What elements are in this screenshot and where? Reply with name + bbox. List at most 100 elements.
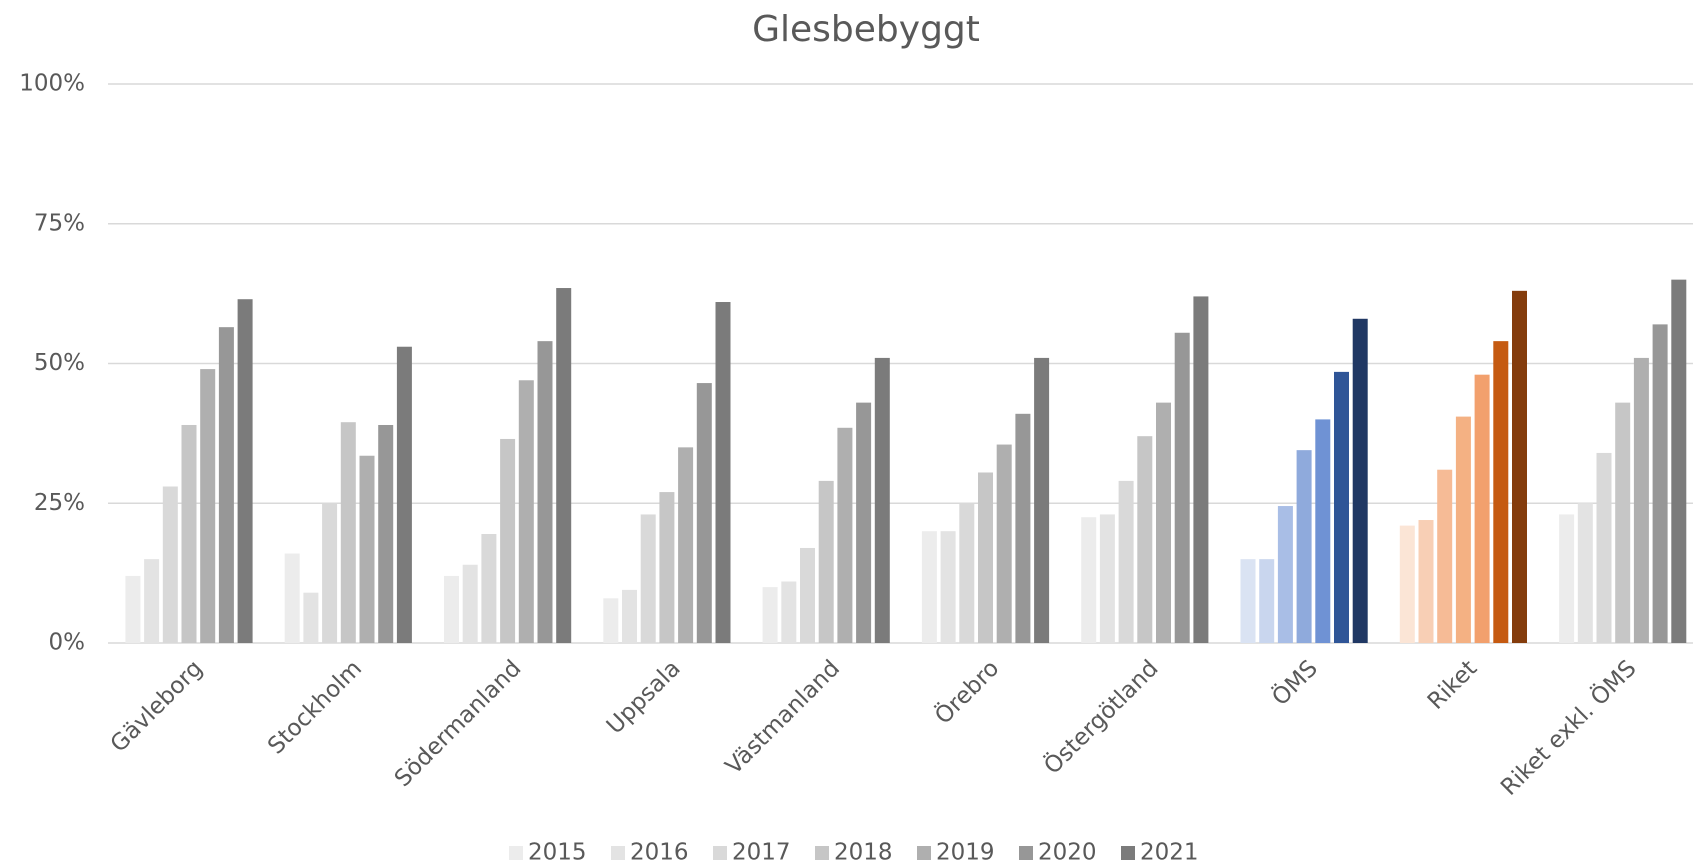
bar — [1193, 296, 1209, 643]
legend-label: 2021 — [1140, 840, 1199, 865]
x-tick-label: Örebro — [929, 654, 1005, 730]
bar — [481, 533, 497, 643]
bar — [800, 547, 815, 643]
bar — [518, 380, 534, 643]
y-tick-label: 75% — [34, 210, 85, 236]
bar — [1334, 371, 1349, 643]
y-tick-label: 0% — [49, 630, 86, 656]
legend-swatch — [1019, 846, 1033, 860]
bar — [162, 486, 178, 643]
bar — [715, 302, 731, 643]
bar — [921, 531, 937, 643]
bar — [237, 299, 253, 643]
bar — [462, 564, 478, 643]
bar — [1455, 416, 1471, 643]
bar — [1652, 324, 1668, 643]
bar — [678, 447, 694, 643]
bar — [1671, 279, 1687, 643]
bar — [1240, 559, 1256, 643]
bar — [125, 575, 141, 643]
bar — [1559, 514, 1575, 643]
bar — [378, 424, 394, 643]
bar — [640, 514, 656, 643]
bar — [322, 503, 338, 643]
bar — [856, 402, 872, 643]
bar — [818, 480, 834, 643]
bar — [1577, 503, 1593, 643]
bar — [1099, 514, 1115, 643]
x-tick-label: Södermanland — [390, 655, 527, 792]
bar — [200, 369, 216, 643]
legend-swatch — [509, 846, 523, 860]
bar — [444, 575, 459, 643]
bar — [696, 383, 712, 643]
bar — [1437, 469, 1453, 643]
bar — [1034, 357, 1050, 643]
bar — [1015, 413, 1031, 643]
bar — [1633, 357, 1649, 643]
bar — [959, 503, 975, 643]
x-tick-label: Västmanland — [721, 655, 845, 779]
bar — [1296, 450, 1312, 643]
bar — [1118, 480, 1134, 643]
legend-label: 2019 — [936, 840, 995, 865]
bar — [1277, 506, 1293, 643]
bar — [537, 341, 553, 643]
bar — [181, 424, 197, 643]
legend-swatch — [815, 846, 829, 860]
bar — [1137, 436, 1153, 643]
bar — [1493, 341, 1509, 643]
x-tick-label: Gävleborg — [106, 655, 208, 757]
x-tick-label: Riket exkl. ÖMS — [1495, 654, 1642, 801]
bar — [622, 589, 637, 643]
legend-swatch — [611, 846, 625, 860]
bar — [303, 592, 319, 643]
legend-label: 2016 — [630, 840, 689, 865]
y-tick-label: 25% — [34, 490, 85, 516]
bar — [603, 598, 619, 643]
bar — [996, 444, 1012, 643]
x-tick-label: ÖMS — [1266, 654, 1323, 711]
bar — [659, 492, 675, 643]
bar — [284, 553, 300, 643]
legend-label: 2017 — [732, 840, 791, 865]
chart-title: Glesbebyggt — [752, 9, 980, 50]
bar — [1512, 290, 1527, 643]
bar — [1596, 452, 1612, 643]
bar — [1156, 402, 1171, 643]
bar — [556, 288, 572, 643]
y-tick-label: 100% — [19, 71, 85, 97]
bar — [837, 427, 853, 643]
x-tick-label: Östergötland — [1038, 654, 1164, 780]
x-tick-label: Riket — [1423, 655, 1482, 714]
legend-label: 2020 — [1038, 840, 1097, 865]
y-tick-label: 50% — [34, 350, 85, 376]
bar — [500, 438, 516, 643]
legend-swatch — [713, 846, 727, 860]
legend: 2015 2016 2017 2018 2019 2020 2021 — [509, 840, 1199, 865]
bar — [1418, 520, 1434, 643]
bar — [218, 327, 234, 643]
legend-swatch — [1121, 846, 1135, 860]
bar — [940, 531, 956, 643]
bar — [1081, 517, 1097, 643]
bar — [144, 559, 160, 643]
bar — [1315, 419, 1331, 643]
legend-label: 2018 — [834, 840, 893, 865]
bar — [396, 346, 412, 643]
bar — [1615, 402, 1631, 643]
bar — [340, 422, 356, 643]
bar — [1399, 525, 1415, 643]
bar — [1352, 318, 1368, 643]
bar — [359, 455, 375, 643]
legend-swatch — [917, 846, 931, 860]
bar — [874, 357, 890, 643]
x-tick-label: Uppsala — [602, 655, 686, 739]
bar — [1474, 374, 1490, 643]
x-tick-label: Stockholm — [263, 655, 367, 759]
bar — [762, 587, 778, 643]
bar — [781, 581, 797, 643]
bar — [1174, 332, 1190, 643]
bar — [978, 472, 993, 643]
